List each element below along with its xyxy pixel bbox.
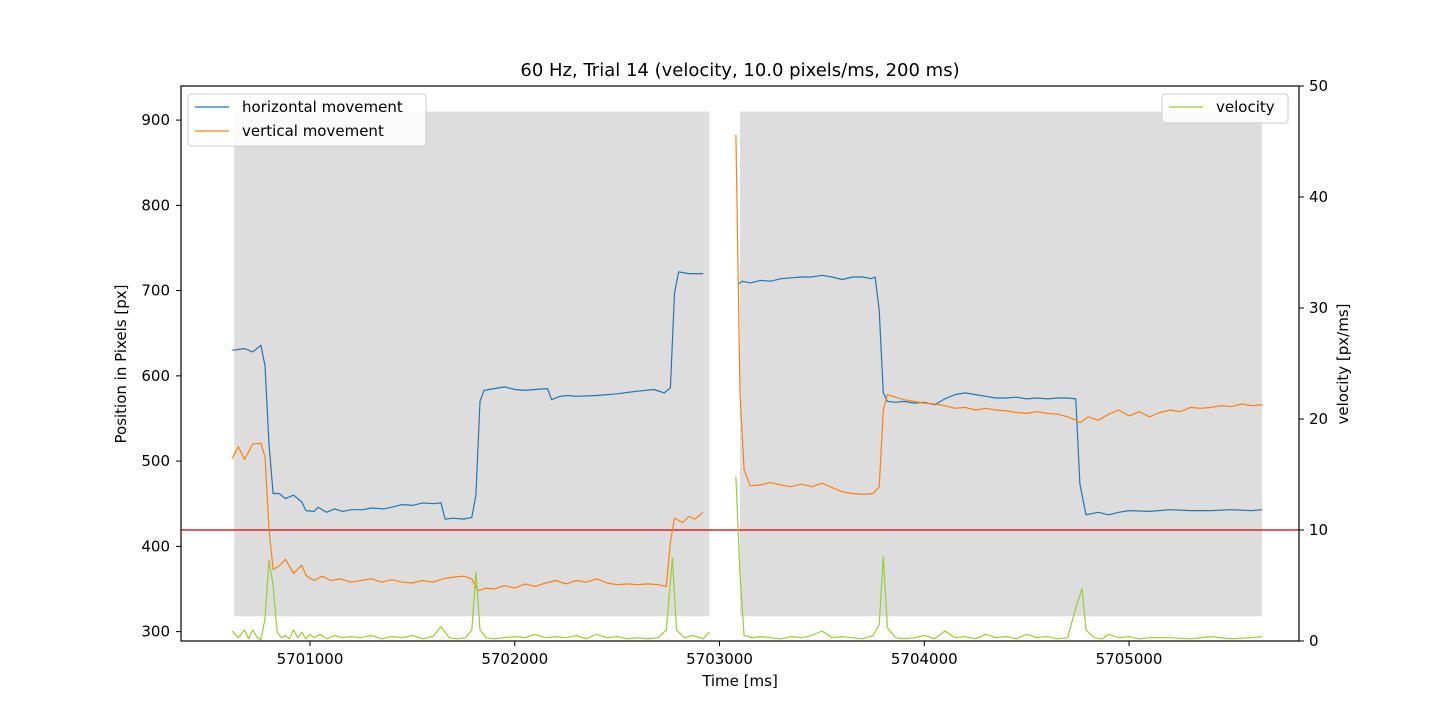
x-tick-label-0: 5701000 xyxy=(277,650,344,668)
shaded-region-1 xyxy=(740,111,1263,617)
y-right-tick-label-3: 30 xyxy=(1309,299,1328,317)
y-axis-left-label: Position in Pixels [px] xyxy=(112,285,130,444)
y-axis-right: 0 10 20 30 40 50 xyxy=(1299,77,1328,650)
x-tick-label-1: 5702000 xyxy=(481,650,548,668)
legend-right-box xyxy=(1161,93,1289,124)
y-left-tick-label-5: 800 xyxy=(141,196,170,214)
y-right-tick-label-0: 0 xyxy=(1309,632,1319,650)
series-line-vertical-movement-0 xyxy=(231,442,704,592)
legend-left-box xyxy=(187,93,427,147)
series-line-horizontal-movement-0 xyxy=(232,271,704,520)
y-left-tick-label-2: 500 xyxy=(141,452,170,470)
legend-left: horizontal movement vertical movement xyxy=(187,93,427,147)
chart-title: 60 Hz, Trial 14 (velocity, 10.0 pixels/m… xyxy=(520,60,959,81)
y-left-tick-label-0: 300 xyxy=(141,623,170,641)
y-axis-right-label: velocity [px/ms] xyxy=(1334,304,1352,425)
y-right-tick-label-4: 40 xyxy=(1309,188,1328,206)
series-line-velocity-1 xyxy=(735,476,1263,640)
y-left-tick-label-4: 700 xyxy=(141,282,170,300)
y-left-tick-label-3: 600 xyxy=(141,367,170,385)
shaded-region-0 xyxy=(234,111,710,617)
y-axis-left: 300 400 500 600 700 800 900 xyxy=(141,111,181,641)
y-right-tick-label-2: 20 xyxy=(1309,410,1328,428)
series-line-vertical-movement-1 xyxy=(735,134,1263,495)
series-line-velocity-0 xyxy=(231,557,710,641)
series-layer xyxy=(231,134,1263,641)
y-right-tick-label-5: 50 xyxy=(1309,77,1328,95)
x-tick-label-4: 5705000 xyxy=(1096,650,1163,668)
x-tick-label-3: 5704000 xyxy=(891,650,958,668)
legend-label-velocity: velocity xyxy=(1216,98,1275,116)
y-right-tick-label-1: 10 xyxy=(1309,521,1328,539)
y-left-tick-label-6: 900 xyxy=(141,111,170,129)
legend-right: velocity xyxy=(1161,93,1289,124)
legend-label-vertical: vertical movement xyxy=(242,122,384,140)
plot-frame xyxy=(180,85,1300,642)
x-axis: 5701000 5702000 5703000 5704000 5705000 xyxy=(277,641,1163,668)
shaded-regions xyxy=(234,111,1263,617)
x-tick-label-2: 5703000 xyxy=(686,650,753,668)
x-axis-label: Time [ms] xyxy=(701,672,778,690)
legend-label-horizontal: horizontal movement xyxy=(242,98,403,116)
series-line-horizontal-movement-1 xyxy=(737,274,1263,516)
y-left-tick-label-1: 400 xyxy=(141,537,170,555)
